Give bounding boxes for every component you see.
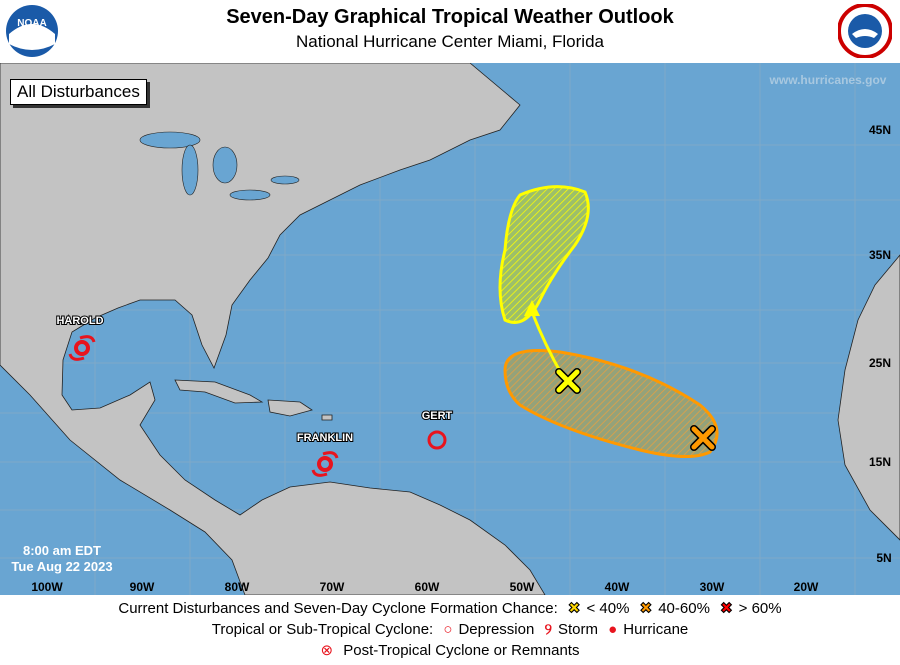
lat-label: 25N: [869, 356, 891, 370]
outlook-map: HAROLD FRANKLIN GERT www.hurricanes.gov …: [0, 63, 900, 595]
land: [0, 63, 900, 595]
legend-formation-label: Current Disturbances and Seven-Day Cyclo…: [118, 600, 558, 617]
lon-label: 90W: [130, 580, 155, 594]
legend-hurricane: Hurricane: [623, 621, 689, 638]
timestamp: 8:00 am EDT Tue Aug 22 2023: [11, 543, 112, 574]
great-lakes: [139, 131, 300, 201]
lon-label: 40W: [605, 580, 630, 594]
storm-icon: [311, 451, 339, 477]
lat-label: 35N: [869, 248, 891, 262]
legend-medium: 40-60%: [658, 600, 710, 617]
page-subtitle: National Hurricane Center Miami, Florida: [295, 32, 604, 51]
timestamp-time: 8:00 am EDT: [23, 543, 101, 558]
legend-post-tropical: Post-Tropical Cyclone or Remnants: [343, 642, 580, 659]
lon-label: 50W: [510, 580, 535, 594]
watermark: www.hurricanes.gov: [769, 73, 887, 87]
lat-label: 15N: [869, 455, 891, 469]
lat-label: 45N: [869, 123, 891, 137]
lon-label: 60W: [415, 580, 440, 594]
legend-cyclone-label: Tropical or Sub-Tropical Cyclone:: [211, 621, 434, 638]
storm-icon: ୨: [544, 621, 552, 638]
post-tropical-icon: ⊗: [320, 642, 334, 659]
lon-label: 80W: [225, 580, 250, 594]
storm-harold[interactable]: HAROLD: [55, 314, 105, 361]
noaa-logo: NOAA: [6, 5, 58, 57]
hispaniola: [267, 399, 313, 417]
lon-label: 70W: [320, 580, 345, 594]
depression-icon: [427, 430, 447, 450]
x-low-icon: ✖: [567, 600, 581, 618]
x-medium-icon: ✖: [639, 600, 653, 618]
header: NOAA Seven-Day Graphical Tropical Weathe…: [0, 0, 900, 63]
depression-gert[interactable]: GERT: [421, 409, 454, 450]
page-title: Seven-Day Graphical Tropical Weather Out…: [226, 6, 674, 28]
lat-label: 5N: [876, 551, 891, 565]
legend-depression: Depression: [458, 621, 535, 638]
timestamp-date: Tue Aug 22 2023: [11, 559, 112, 574]
africa: [837, 254, 900, 541]
legend: Current Disturbances and Seven-Day Cyclo…: [0, 598, 900, 661]
lon-label: 20W: [794, 580, 819, 594]
arrow-head-icon: [524, 300, 540, 316]
x-high-icon: ✖: [720, 600, 733, 618]
disturbance-x-medium-icon[interactable]: [690, 425, 716, 451]
legend-high: > 60%: [738, 600, 782, 617]
disturbance-area-low[interactable]: [498, 185, 590, 324]
depression-icon: ○: [443, 621, 453, 638]
storm-label: HAROLD: [56, 315, 103, 327]
puerto-rico: [321, 414, 333, 421]
svg-text:NOAA: NOAA: [17, 18, 46, 29]
storm-label: FRANKLIN: [297, 432, 353, 444]
legend-storm: Storm: [557, 621, 598, 638]
cuba: [174, 379, 264, 404]
view-label: All Disturbances: [10, 79, 147, 105]
storm-icon: [68, 335, 96, 361]
lat-labels: 45N 35N 25N 15N 5N: [869, 123, 892, 565]
storm-franklin[interactable]: FRANKLIN: [296, 431, 354, 477]
hurricane-icon: ●: [608, 621, 618, 638]
lon-label: 100W: [31, 580, 63, 594]
legend-low: < 40%: [586, 600, 630, 617]
nws-logo: [838, 4, 892, 58]
lon-label: 30W: [700, 580, 725, 594]
depression-label: GERT: [422, 410, 453, 422]
lon-labels: 100W 90W 80W 70W 60W 50W 40W 30W 20W: [31, 580, 819, 594]
disturbance-area-medium[interactable]: [503, 348, 719, 459]
disturbance-x-low-icon[interactable]: [555, 368, 581, 394]
